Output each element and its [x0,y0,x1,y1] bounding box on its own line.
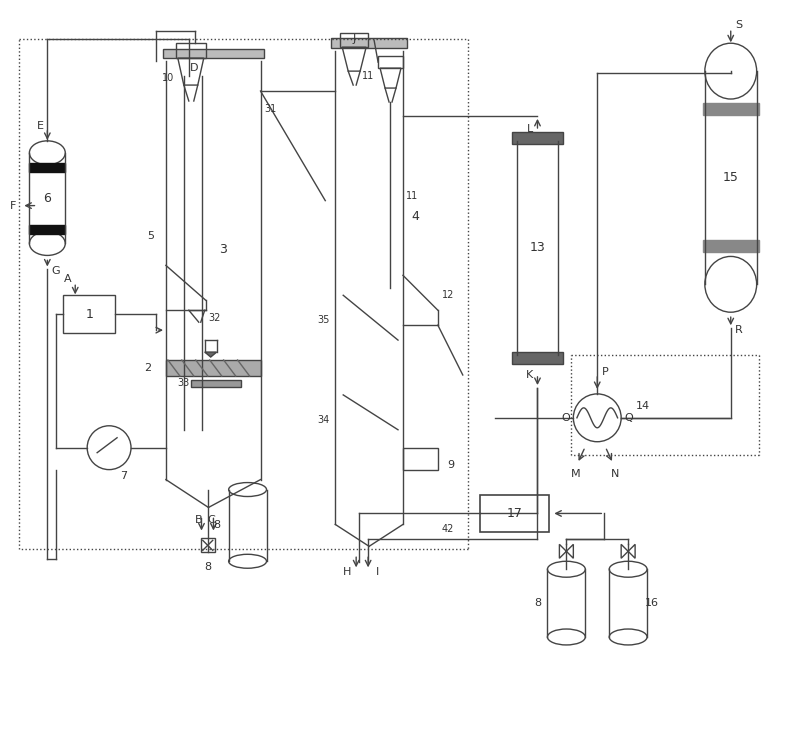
Text: 5: 5 [147,231,154,240]
Text: 12: 12 [442,290,454,300]
Text: 15: 15 [723,171,738,184]
Text: 9: 9 [447,460,454,469]
Bar [703,103,758,115]
Text: M: M [570,469,580,478]
Bar [201,538,214,552]
Bar [176,43,206,58]
Bar [163,49,263,58]
Text: L: L [526,124,533,134]
Text: Q: Q [625,413,634,423]
Text: G: G [51,266,60,276]
Text: 42: 42 [442,525,454,534]
Text: 13: 13 [530,242,546,254]
Bar [63,296,115,333]
Text: 33: 33 [178,378,190,388]
Text: 35: 35 [317,315,330,325]
Text: 10: 10 [162,73,174,83]
Text: F: F [10,200,17,211]
Text: 2: 2 [144,363,151,373]
Text: C: C [207,515,215,525]
Text: A: A [63,274,71,284]
Polygon shape [205,352,217,357]
Text: 11: 11 [406,191,418,200]
Text: 8: 8 [534,598,541,608]
Text: 7: 7 [121,471,128,481]
Bar [340,33,368,47]
Bar [30,163,66,172]
Bar [30,225,66,234]
Text: O: O [561,413,570,423]
Text: E: E [37,121,44,131]
Text: 16: 16 [645,598,659,608]
Bar [703,240,758,253]
Text: R: R [735,325,742,335]
Text: 32: 32 [209,313,221,324]
Text: 8: 8 [204,562,211,572]
Text: 14: 14 [636,401,650,411]
Text: 34: 34 [317,415,330,425]
Text: N: N [611,469,619,478]
Bar [331,38,407,48]
Text: J: J [353,34,356,44]
Text: 3: 3 [219,243,227,256]
Bar [190,380,241,387]
Text: B: B [194,515,202,525]
Text: P: P [602,367,609,377]
Text: D: D [190,63,198,73]
Text: I: I [375,567,378,577]
Bar [378,56,403,68]
Text: 17: 17 [506,507,522,520]
Bar [403,447,438,469]
Bar [511,132,563,144]
Text: 4: 4 [411,210,419,223]
Text: 31: 31 [264,104,277,114]
Text: 1: 1 [86,308,93,321]
Text: 8: 8 [213,520,220,531]
Text: S: S [735,21,742,30]
Text: H: H [343,567,351,577]
Bar [480,495,550,532]
Bar [166,360,261,376]
Text: K: K [526,370,533,380]
Bar [511,352,563,364]
Text: 6: 6 [43,192,51,205]
Text: 11: 11 [362,71,374,81]
